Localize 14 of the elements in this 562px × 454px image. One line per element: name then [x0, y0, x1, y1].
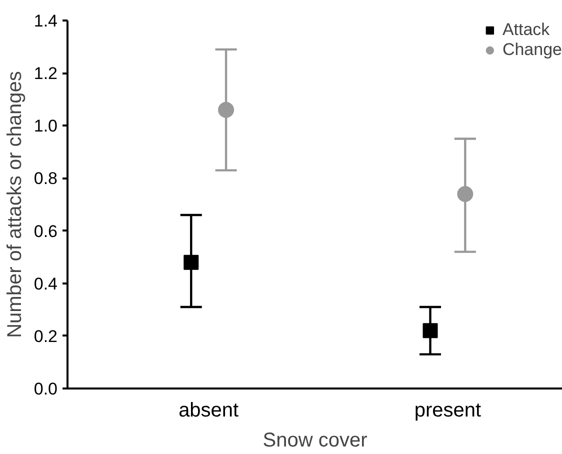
y-tick-label: 0.0: [34, 380, 58, 398]
y-tick-label: 0.2: [34, 326, 58, 346]
y-tick-label: 1.2: [34, 64, 58, 84]
y-tick-label: 0.6: [34, 222, 58, 241]
x-axis-title: Snow cover: [262, 430, 368, 452]
y-axis-title: Number of attacks or changes: [4, 71, 26, 338]
y-tick-label: 0.4: [34, 274, 58, 294]
legend-label: Attack: [502, 20, 550, 40]
y-tick-label: 0.8: [34, 169, 58, 188]
x-tick-label: absent: [178, 400, 240, 422]
x-tick-label: present: [414, 400, 482, 422]
y-tick-label: 1.0: [34, 116, 58, 136]
y-tick-label: 1.4: [34, 12, 58, 30]
legend-label: Change: [502, 40, 562, 60]
